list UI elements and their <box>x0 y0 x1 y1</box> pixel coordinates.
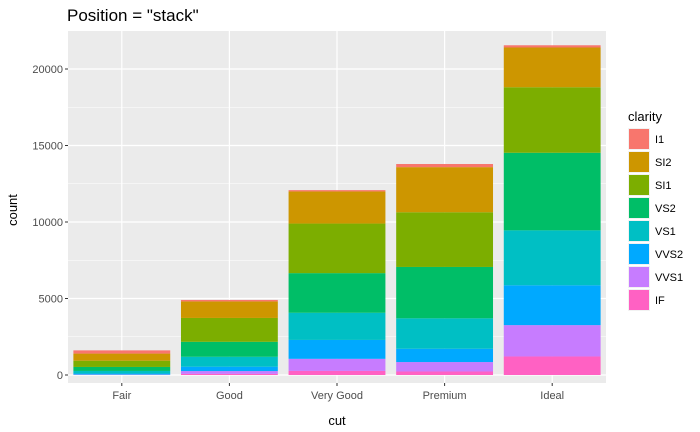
bar-segment-premium-si1 <box>396 212 494 267</box>
bar-segment-good-if <box>180 373 278 375</box>
bar-segment-premium-i1 <box>396 163 494 168</box>
bar-segment-fair-vs2 <box>73 366 171 371</box>
bar-segment-ideal-vs2 <box>503 152 601 231</box>
legend-swatch-if <box>629 290 649 310</box>
bar-segment-ideal-si1 <box>503 87 601 153</box>
legend-label-if: IF <box>655 295 665 307</box>
bar-segment-very-good-if <box>288 370 386 375</box>
y-tick-label: 10000 <box>32 217 63 229</box>
legend-title: clarity <box>628 109 662 124</box>
chart-title: Position = "stack" <box>67 6 199 25</box>
legend-label-vvs1: VVS1 <box>655 272 683 284</box>
legend-swatch-vs1 <box>629 221 649 241</box>
bar-segment-very-good-vvs2 <box>288 339 386 359</box>
bar-segment-fair-si1 <box>73 360 171 367</box>
bar-segment-very-good-i1 <box>288 190 386 192</box>
bar-segment-premium-vvs1 <box>396 362 494 372</box>
bar-segment-premium-si2 <box>396 167 494 213</box>
bar-segment-very-good-si1 <box>288 223 386 274</box>
legend-swatch-si1 <box>629 175 649 195</box>
bar-segment-ideal-vvs1 <box>503 325 601 357</box>
bar-segment-fair-vvs2 <box>73 373 171 375</box>
bar-segment-very-good-vs2 <box>288 273 386 313</box>
bar-segment-ideal-vs1 <box>503 230 601 286</box>
legend-swatch-si2 <box>629 152 649 172</box>
bar-segment-very-good-vs1 <box>288 312 386 340</box>
bars <box>73 45 601 375</box>
y-tick-label: 20000 <box>32 64 63 76</box>
bar-segment-premium-vs2 <box>396 266 494 319</box>
bar-segment-good-i1 <box>180 299 278 302</box>
x-axis: Fair Good Very Good Premium Ideal <box>112 383 564 402</box>
bar-segment-good-vvs1 <box>180 371 278 374</box>
bar-segment-very-good-vvs1 <box>288 358 386 371</box>
legend-label-vvs2: VVS2 <box>655 249 683 261</box>
x-axis-title: cut <box>328 413 346 428</box>
bar-segment-good-si2 <box>180 301 278 318</box>
y-tick-label: 5000 <box>39 294 63 306</box>
bar-segment-premium-vs1 <box>396 318 494 349</box>
bar-segment-premium-if <box>396 371 494 375</box>
bar-segment-ideal-if <box>503 356 601 375</box>
y-axis-title: count <box>5 194 20 226</box>
legend: clarity I1 SI2 SI1 VS2 VS1 VVS2 VVS1 IF <box>628 109 683 311</box>
legend-label-si2: SI2 <box>655 157 672 169</box>
bar-segment-good-si1 <box>180 317 278 342</box>
bar-segment-ideal-vvs2 <box>503 285 601 326</box>
legend-swatch-vvs1 <box>629 267 649 287</box>
bar-segment-good-vvs2 <box>180 366 278 372</box>
legend-label-si1: SI1 <box>655 180 672 192</box>
bar-segment-good-vs1 <box>180 356 278 367</box>
x-tick-label: Premium <box>423 390 467 402</box>
legend-label-vs1: VS1 <box>655 226 676 238</box>
bar-segment-good-vs2 <box>180 341 278 357</box>
x-tick-label: Very Good <box>311 390 363 402</box>
bar-segment-fair-si2 <box>73 353 171 361</box>
bar-segment-ideal-si2 <box>503 47 601 88</box>
y-tick-label: 15000 <box>32 141 63 153</box>
bar-segment-very-good-si2 <box>288 191 386 224</box>
y-axis: 0 5000 10000 15000 20000 <box>32 64 68 382</box>
x-tick-label: Good <box>216 390 243 402</box>
bar-segment-premium-vvs2 <box>396 348 494 363</box>
bar-segment-ideal-i1 <box>503 45 601 48</box>
x-tick-label: Ideal <box>540 390 564 402</box>
legend-swatch-vs2 <box>629 198 649 218</box>
y-tick-label: 0 <box>57 370 63 382</box>
legend-label-i1: I1 <box>655 134 664 146</box>
legend-swatch-vvs2 <box>629 244 649 264</box>
bar-segment-fair-i1 <box>73 350 171 354</box>
legend-label-vs2: VS2 <box>655 203 676 215</box>
legend-swatch-i1 <box>629 129 649 149</box>
bar-segment-fair-vs1 <box>73 370 171 374</box>
x-tick-label: Fair <box>112 390 131 402</box>
